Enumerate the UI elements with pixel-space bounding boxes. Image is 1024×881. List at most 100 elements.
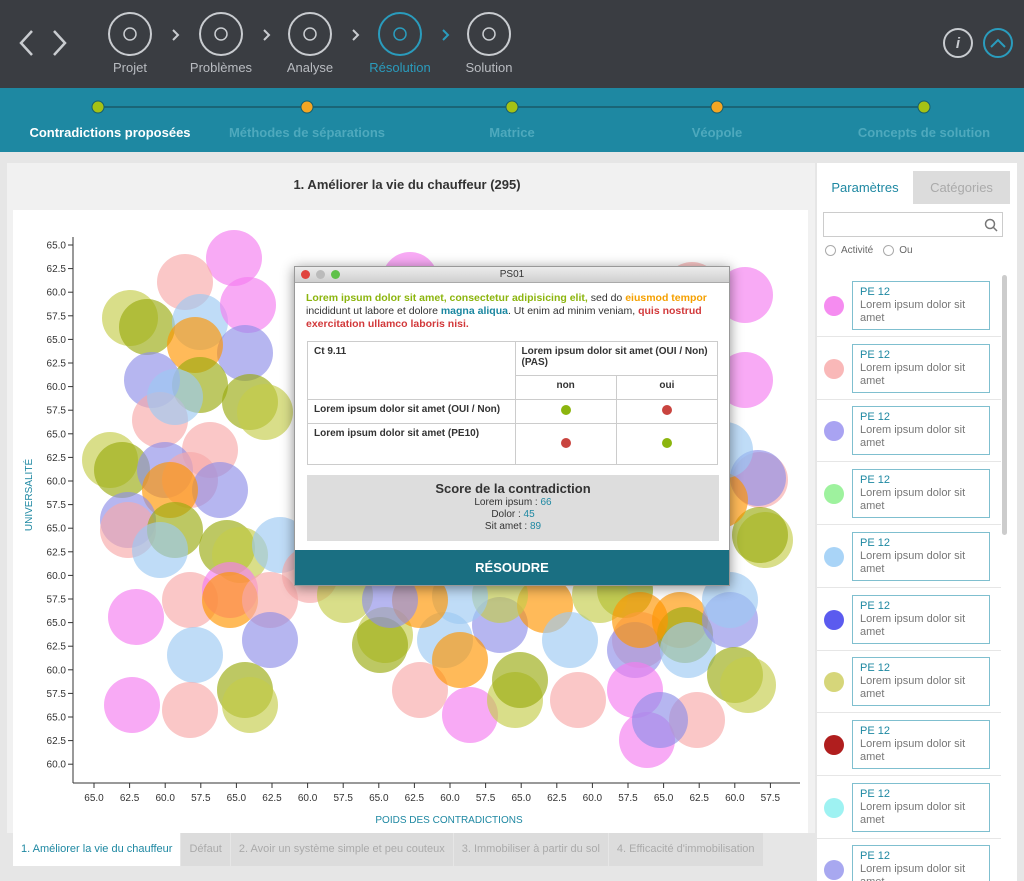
progress-dot bbox=[917, 100, 931, 114]
bubble[interactable] bbox=[732, 507, 788, 563]
bubble[interactable] bbox=[132, 522, 188, 578]
bubble[interactable] bbox=[612, 592, 668, 648]
nav-step-label[interactable]: Analyse bbox=[286, 60, 334, 75]
bubble[interactable] bbox=[220, 277, 276, 333]
bubble[interactable] bbox=[717, 267, 773, 323]
category-dot bbox=[824, 421, 844, 442]
collapse-icon bbox=[990, 38, 1006, 48]
bottom-tab[interactable]: 1. Améliorer la vie du chauffeur bbox=[13, 833, 181, 866]
bubble[interactable] bbox=[432, 632, 488, 688]
bubble[interactable] bbox=[104, 677, 160, 733]
bubble[interactable] bbox=[119, 299, 175, 355]
bubble[interactable] bbox=[94, 442, 150, 498]
back-arrow[interactable] bbox=[19, 30, 33, 56]
forward-arrow[interactable] bbox=[53, 30, 67, 56]
nav-step-label[interactable]: Solution bbox=[465, 60, 513, 75]
bubble[interactable] bbox=[702, 572, 758, 628]
resolve-button[interactable]: RÉSOUDRE bbox=[295, 550, 729, 585]
nav-step-icon[interactable] bbox=[199, 12, 243, 56]
y-tick-label: 62.5 bbox=[47, 736, 67, 747]
bubble[interactable] bbox=[492, 652, 548, 708]
maximize-button[interactable] bbox=[331, 270, 340, 279]
bubble[interactable] bbox=[108, 589, 164, 645]
progress-label[interactable]: Matrice bbox=[489, 125, 535, 140]
radio[interactable] bbox=[825, 245, 836, 256]
nav-step-icon[interactable] bbox=[288, 12, 332, 56]
bubble[interactable] bbox=[660, 622, 716, 678]
info-button[interactable] bbox=[943, 28, 973, 58]
progress-label[interactable]: Concepts de solution bbox=[857, 125, 991, 140]
category-dot bbox=[824, 860, 844, 881]
modal-titlebar: PS01 bbox=[295, 267, 729, 283]
nav-step-icon[interactable] bbox=[467, 12, 511, 56]
bubble[interactable] bbox=[192, 462, 248, 518]
progress-label[interactable]: Véopole bbox=[691, 125, 743, 140]
nav-step-icon[interactable] bbox=[378, 12, 422, 56]
bubble[interactable] bbox=[362, 572, 418, 628]
bubble[interactable] bbox=[720, 657, 776, 713]
progress-label[interactable]: Contradictions proposées bbox=[29, 125, 191, 140]
nav-step-label[interactable]: Problèmes bbox=[189, 60, 253, 75]
bubble[interactable] bbox=[632, 692, 688, 748]
bubble[interactable] bbox=[242, 612, 298, 668]
bottom-tab[interactable]: 3. Immobiliser à partir du sol bbox=[453, 833, 608, 866]
radio[interactable] bbox=[883, 245, 895, 256]
bubble[interactable] bbox=[442, 687, 498, 743]
bubble[interactable] bbox=[352, 617, 408, 673]
progress-track bbox=[91, 100, 931, 114]
bottom-tab[interactable]: 4. Efficacité d'immobilisation bbox=[608, 833, 763, 866]
bubble[interactable] bbox=[542, 612, 598, 668]
search-box[interactable] bbox=[823, 212, 1003, 237]
bubble[interactable] bbox=[147, 369, 203, 425]
progress-label[interactable]: Méthodes de séparations bbox=[228, 125, 386, 140]
scrollbar[interactable] bbox=[1002, 275, 1007, 535]
sidebar-tab[interactable]: Paramètres bbox=[817, 171, 913, 204]
bubble[interactable] bbox=[237, 384, 293, 440]
bubble[interactable] bbox=[206, 230, 262, 286]
category-text: Lorem ipsum dolor sit amet bbox=[860, 675, 966, 701]
bubble[interactable] bbox=[392, 662, 448, 718]
x-tick-label: 60.0 bbox=[725, 793, 745, 804]
bubble[interactable] bbox=[167, 627, 223, 683]
collapse-button[interactable] bbox=[983, 28, 1013, 58]
bubble[interactable] bbox=[550, 672, 606, 728]
radio-label: Activité bbox=[841, 245, 874, 256]
bubble[interactable] bbox=[717, 352, 773, 408]
bubble[interactable] bbox=[217, 325, 273, 381]
y-tick-label: 60.0 bbox=[47, 288, 67, 299]
y-tick-label: 60.0 bbox=[47, 382, 67, 393]
y-tick-label: 62.5 bbox=[47, 264, 67, 275]
column-header: oui bbox=[615, 375, 719, 400]
minimize-button[interactable] bbox=[316, 270, 325, 279]
nav-step-label[interactable]: Projet bbox=[113, 60, 147, 75]
radio-label: Ou bbox=[899, 245, 913, 256]
nav-step-icon[interactable] bbox=[108, 12, 152, 56]
close-button[interactable] bbox=[301, 270, 310, 279]
bottom-tab[interactable]: Défaut bbox=[181, 833, 230, 866]
bottom-tab[interactable]: 2. Avoir un système simple et peu couteu… bbox=[230, 833, 453, 866]
bubble[interactable] bbox=[202, 572, 258, 628]
sidebar-tab[interactable]: Catégories bbox=[913, 171, 1010, 204]
bubble[interactable] bbox=[222, 677, 278, 733]
bubble[interactable] bbox=[242, 572, 298, 628]
progress-dot bbox=[300, 100, 314, 114]
y-tick-label: 57.5 bbox=[47, 595, 67, 606]
x-tick-label: 62.5 bbox=[262, 793, 282, 804]
bubble[interactable] bbox=[162, 682, 218, 738]
nav-step-glyph bbox=[214, 27, 228, 41]
nav-step-label[interactable]: Résolution bbox=[369, 60, 431, 75]
y-tick-label: 65.0 bbox=[47, 429, 67, 440]
